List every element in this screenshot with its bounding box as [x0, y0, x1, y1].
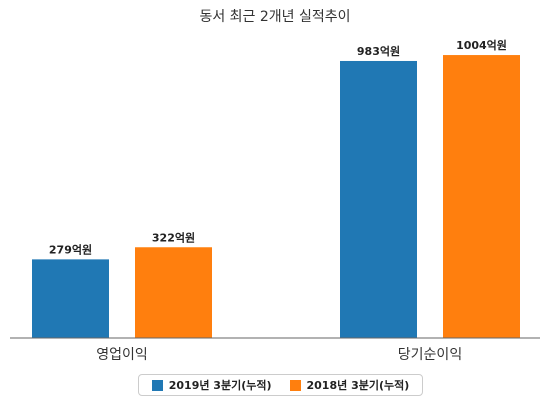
- chart-title: 동서 최근 2개년 실적추이: [199, 9, 351, 25]
- legend-swatch-series-2: [289, 379, 301, 391]
- legend-item-series-2[interactable]: 2018년 3분기(누적): [289, 377, 410, 393]
- legend-label-series-1: 2019년 3분기(누적): [168, 379, 272, 392]
- bar-1-series-1[interactable]: [32, 259, 109, 338]
- bar-2-series-1[interactable]: [340, 60, 417, 339]
- data-label-1-series-2: 322억원: [152, 230, 195, 244]
- category-label-2: 당기순이익: [398, 347, 462, 363]
- legend-label-series-2: 2018년 3분기(누적): [306, 379, 410, 392]
- data-label-2-series-1: 983억원: [357, 44, 400, 58]
- bar-1-series-2[interactable]: [135, 247, 212, 338]
- data-label-2-series-2: 1004억원: [456, 38, 507, 52]
- category-label-1: 영업이익: [96, 347, 148, 363]
- bar-2-series-2[interactable]: [443, 55, 520, 339]
- data-label-1-series-1: 279억원: [49, 242, 92, 256]
- legend: 2019년 3분기(누적) 2018년 3분기(누적): [138, 374, 423, 396]
- legend-item-series-1[interactable]: 2019년 3분기(누적): [151, 377, 272, 393]
- legend-swatch-series-1: [151, 379, 163, 391]
